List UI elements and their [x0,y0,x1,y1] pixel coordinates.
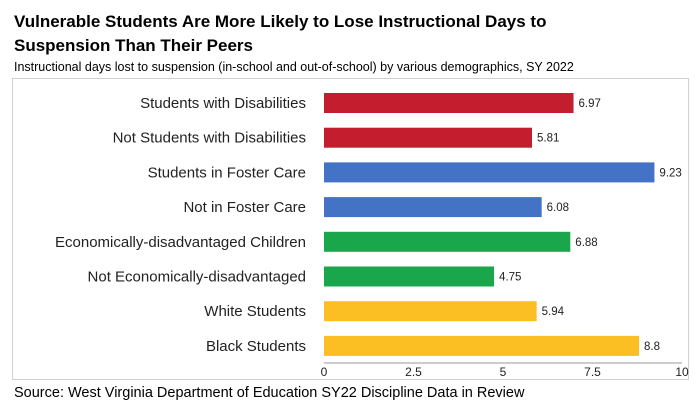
value-label: 8.8 [644,341,660,353]
category-label: White Students [204,303,306,320]
bar [324,301,537,322]
value-label: 6.08 [547,202,569,214]
bar [324,127,532,148]
bar [324,231,571,252]
bar [324,197,542,218]
value-labels: 6.97 5.81 9.23 6.08 6.88 4.75 5.94 8.8 [499,98,682,353]
x-tick-label: 10 [675,365,689,379]
category-label: Not Economically-disadvantaged [88,269,306,286]
chart-frame [12,78,689,380]
bar [324,335,640,356]
bars [324,93,655,356]
value-label: 4.75 [499,272,521,284]
x-tick-label: 0 [321,365,328,379]
category-label: Students with Disabilities [140,95,306,112]
category-label: Economically-disadvantaged Children [55,234,306,251]
category-label: Not Students with Disabilities [113,130,306,147]
x-tick-label: 5 [500,365,507,379]
x-tick-label: 7.5 [584,365,601,379]
value-label: 9.23 [659,167,681,179]
bar [324,266,495,287]
category-label: Black Students [206,338,306,355]
chart-title: Vulnerable Students Are More Likely to L… [14,12,547,55]
source-note: Source: West Virginia Department of Educ… [14,385,525,401]
value-label: 6.97 [579,98,601,110]
category-label: Not in Foster Care [183,199,306,216]
bar [324,162,655,183]
x-tick-label: 2.5 [405,365,422,379]
value-label: 5.81 [537,133,559,145]
value-label: 5.94 [542,306,565,318]
chart-subtitle: Instructional days lost to suspension (i… [14,60,574,74]
category-label: Students in Foster Care [148,164,306,181]
category-labels: Students with Disabilities Not Students w… [55,95,306,355]
x-axis-ticks: 0 2.5 5 7.5 10 [321,365,689,379]
value-label: 6.88 [575,237,597,249]
bar [324,93,574,113]
